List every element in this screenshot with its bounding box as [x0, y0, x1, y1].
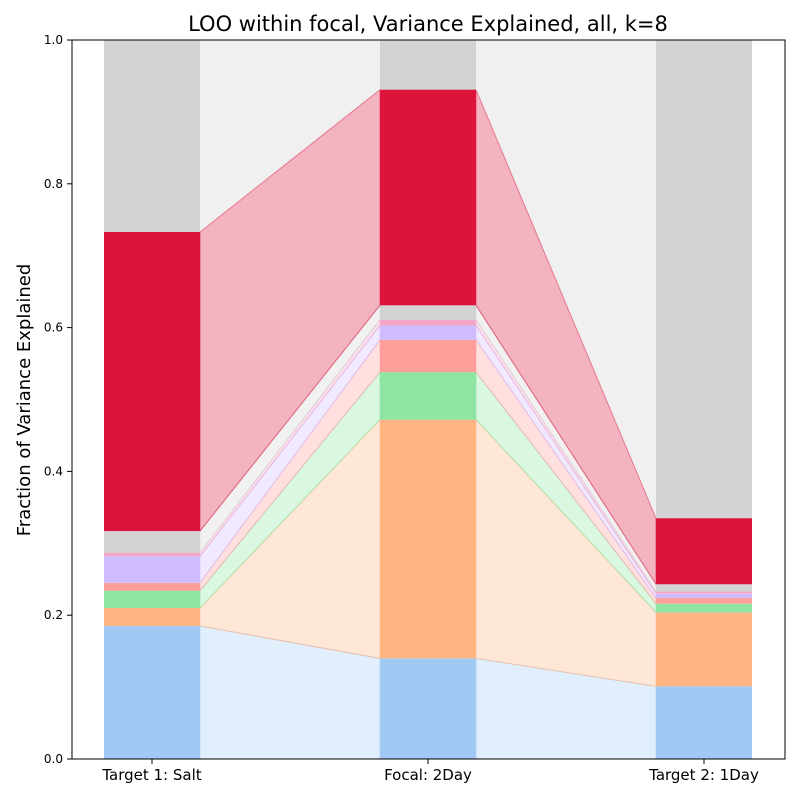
bar-segment-1-1 [380, 419, 476, 659]
chart-title: LOO within focal, Variance Explained, al… [188, 12, 668, 36]
flow-bands [199, 40, 657, 760]
x-tick-label: Target 2: 1Day [648, 766, 759, 784]
bar-segment-3-0 [104, 582, 200, 591]
bar-segment-0-2 [656, 686, 752, 759]
bar-segment-5-0 [104, 552, 200, 557]
bar-segment-0-1 [380, 658, 476, 759]
x-tick-label: Target 1: Salt [101, 766, 201, 784]
bar-segment-1-0 [104, 608, 200, 626]
bar-segment-4-1 [380, 325, 476, 340]
bars [104, 40, 752, 759]
y-tick-label: 1.0 [44, 33, 63, 47]
y-tick-label: 0.6 [44, 321, 63, 335]
bar-segment-2-1 [380, 372, 476, 420]
bar-segment-5-1 [380, 319, 476, 326]
y-axis-label: Fraction of Variance Explained [14, 264, 35, 537]
bar-segment-2-0 [104, 590, 200, 609]
bar-segment-6-2 [656, 584, 752, 592]
bar-segment-7-1 [380, 89, 476, 306]
bar-segment-7-2 [656, 518, 752, 585]
bar-segment-6-1 [380, 305, 476, 320]
bar-segment-0-0 [104, 625, 200, 759]
y-tick-label: 0.4 [44, 464, 63, 478]
bar-segment-remainder-0 [104, 40, 200, 232]
bar-segment-1-2 [656, 612, 752, 687]
x-axis: Target 1: Salt Focal: 2Day Target 2: 1Day [101, 759, 759, 784]
bar-segment-remainder-2 [656, 40, 752, 519]
bar-segment-remainder-1 [380, 40, 476, 90]
y-tick-label: 0.2 [44, 608, 63, 622]
bar-segment-7-0 [104, 231, 200, 532]
y-tick-label: 0.0 [44, 752, 63, 766]
bar-segment-5-2 [656, 591, 752, 594]
x-tick-label: Focal: 2Day [384, 766, 472, 784]
bar-segment-2-2 [656, 603, 752, 613]
bar-segment-3-1 [380, 339, 476, 373]
bar-segment-6-0 [104, 531, 200, 553]
bar-segment-4-2 [656, 593, 752, 598]
flow-band-remainder-0 [200, 40, 380, 232]
flow-band-remainder-1 [476, 40, 656, 519]
bar-segment-3-2 [656, 597, 752, 604]
bar-segment-4-0 [104, 556, 200, 583]
y-tick-label: 0.8 [44, 177, 63, 191]
y-axis: 0.0 0.2 0.4 0.6 0.8 1.0 [44, 33, 72, 766]
